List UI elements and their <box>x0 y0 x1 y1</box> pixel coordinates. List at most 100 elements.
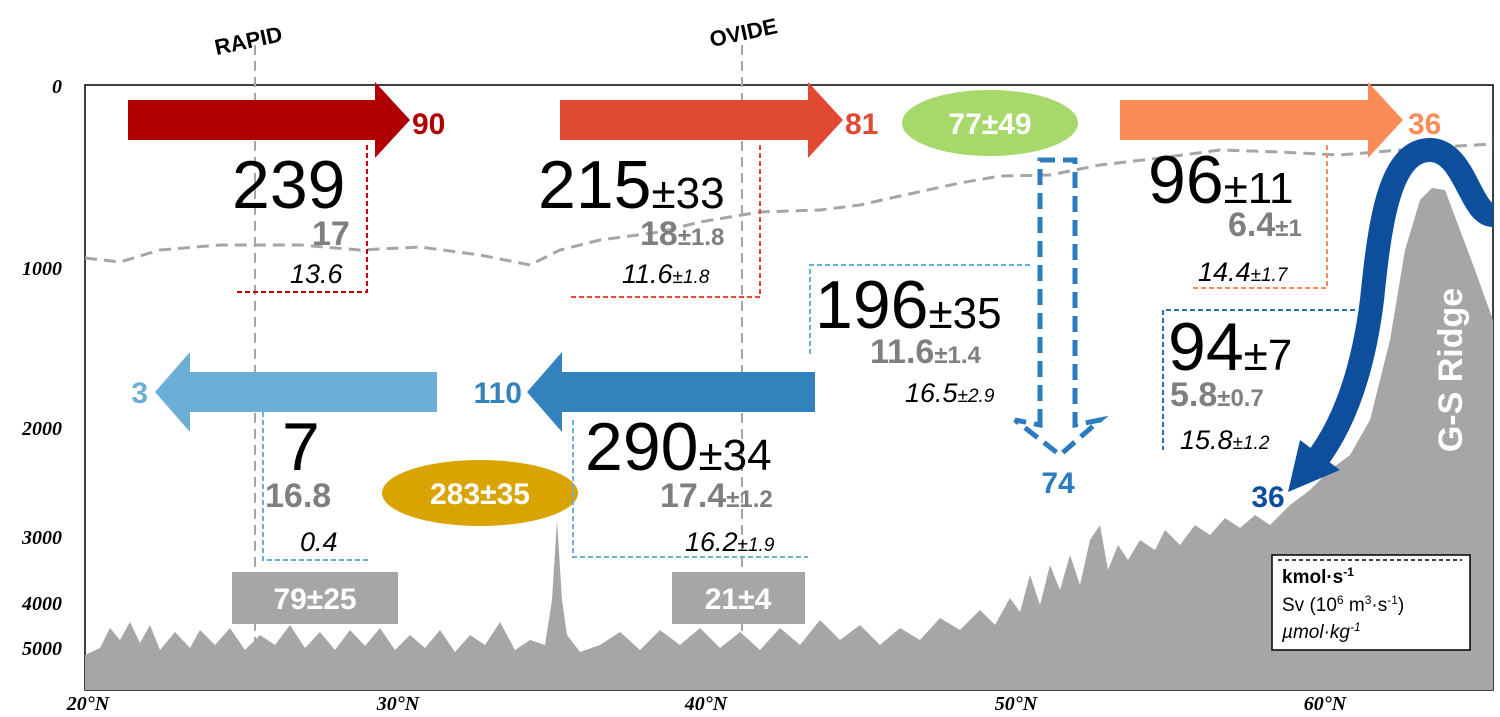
ellipse <box>902 90 1078 156</box>
overflow-arrow-head <box>1288 440 1340 492</box>
bracket <box>237 145 368 293</box>
volume-error: ±1.4 <box>934 342 981 369</box>
concentration-text: 16.2±1.9 <box>685 527 775 557</box>
concentration-text: 15.8±1.2 <box>1180 425 1270 455</box>
grey-box-label: 79±25 <box>273 583 356 616</box>
volume-error: ±0.7 <box>1217 385 1264 412</box>
legend-entry: µmol·kg-1 <box>1281 620 1361 643</box>
arrow-label: 110 <box>474 377 522 410</box>
x-axis-label: 40°N <box>684 693 729 715</box>
transport-error: ±11 <box>1224 164 1294 213</box>
transport-text: 96±11 <box>1148 142 1293 218</box>
y-axis-label: 2000 <box>21 418 62 440</box>
arrow <box>128 82 410 158</box>
concentration: 11.6 <box>622 259 674 289</box>
ridge-label: G-S Ridge <box>1432 288 1470 452</box>
arrow <box>155 352 437 432</box>
grey-box <box>672 572 805 624</box>
arrow-label: 3 <box>131 377 148 410</box>
concentration-text: 11.6±1.8 <box>622 259 710 289</box>
concentration-error: ±2.9 <box>958 386 995 407</box>
volume: 5.8 <box>1170 376 1217 414</box>
y-axis-label: 0 <box>52 76 62 98</box>
transport-error: ±33 <box>651 169 724 218</box>
volume-error: ±1.2 <box>726 486 773 513</box>
concentration-text: 16.5±2.9 <box>905 378 995 408</box>
concentration: 14.4 <box>1198 257 1251 287</box>
transport-text: 290±34 <box>585 409 772 485</box>
bracket <box>572 420 808 558</box>
concentration-text: 13.6 <box>290 259 344 289</box>
arrow-label: 74 <box>1041 467 1075 500</box>
transport-text: 196±35 <box>815 267 1002 343</box>
ellipse <box>382 460 578 526</box>
transport-error: ±7 <box>1244 331 1293 380</box>
arrow-label: 36 <box>1408 108 1441 141</box>
bracket <box>1190 145 1328 289</box>
volume-text: 16.8 <box>265 477 331 515</box>
concentration: 16.2 <box>685 527 738 557</box>
concentration-error: ±1.9 <box>738 535 775 556</box>
y-axis-label: 5000 <box>22 638 62 660</box>
volume-error: ±1.8 <box>678 224 725 251</box>
transport: 215 <box>538 147 651 223</box>
transport: 239 <box>232 147 345 223</box>
concentration: 16.5 <box>905 378 959 408</box>
transport-error: ±35 <box>928 289 1001 338</box>
ellipse-label: 283±35 <box>430 478 530 511</box>
volume-text: 17 <box>312 215 350 253</box>
x-axis-label: 30°N <box>376 693 421 715</box>
arrow <box>1120 82 1403 158</box>
volume-text: 17.4±1.2 <box>660 477 773 515</box>
concentration-text: 14.4±1.7 <box>1198 257 1289 287</box>
volume-text: 6.4±1 <box>1228 206 1302 244</box>
volume: 11.6 <box>870 333 934 371</box>
legend-entry: kmol·s-1 <box>1282 565 1354 588</box>
concentration-error: ±1.8 <box>673 267 710 288</box>
bracket <box>262 412 370 561</box>
concentration-error: ±1.7 <box>1251 265 1289 286</box>
concentration-text: 0.4 <box>300 527 338 557</box>
transport: 94 <box>1168 309 1244 385</box>
volume: 6.4 <box>1228 206 1275 244</box>
bracket <box>570 145 761 298</box>
transport: 96 <box>1148 142 1224 218</box>
arrow-label: 90 <box>412 108 445 141</box>
legend-entry: Sv (106 m3·s-1) <box>1282 593 1404 616</box>
downward-arrow <box>1013 157 1109 459</box>
y-axis-label: 3000 <box>21 527 62 549</box>
volume: 18 <box>640 215 678 253</box>
transport-text: 239 <box>232 147 345 223</box>
volume: 16.8 <box>265 477 331 515</box>
y-axis-label: 1000 <box>22 258 62 280</box>
legend <box>1271 554 1471 651</box>
transport: 7 <box>282 409 320 485</box>
arrow <box>527 352 815 432</box>
transport-text: 7 <box>282 409 320 485</box>
concentration-error: ±1.2 <box>1233 433 1270 454</box>
bracket <box>809 264 1030 355</box>
volume-text: 11.6±1.4 <box>870 333 982 371</box>
ellipse-label: 77±49 <box>948 108 1031 141</box>
transport: 196 <box>815 267 928 343</box>
transport-text: 94±7 <box>1168 309 1292 385</box>
x-axis-label: 50°N <box>995 693 1039 715</box>
grey-box <box>232 572 398 624</box>
transport: 290 <box>585 409 698 485</box>
overflow-arrow <box>1305 137 1496 470</box>
grey-box-label: 21±4 <box>705 583 772 616</box>
x-axis-label: 20°N <box>66 693 111 715</box>
x-axis-label: 60°N <box>1304 693 1348 715</box>
bathymetry <box>85 188 1493 690</box>
concentration: 0.4 <box>300 527 338 557</box>
concentration: 15.8 <box>1180 425 1233 455</box>
volume-text: 18±1.8 <box>640 215 724 253</box>
transport-text: 215±33 <box>538 147 725 223</box>
arrow-label: 81 <box>845 108 878 141</box>
volume-error: ±1 <box>1275 215 1302 242</box>
concentration: 13.6 <box>290 259 344 289</box>
volume-text: 5.8±0.7 <box>1170 376 1264 414</box>
arrow-label: 36 <box>1251 481 1284 514</box>
volume: 17.4 <box>660 477 726 515</box>
